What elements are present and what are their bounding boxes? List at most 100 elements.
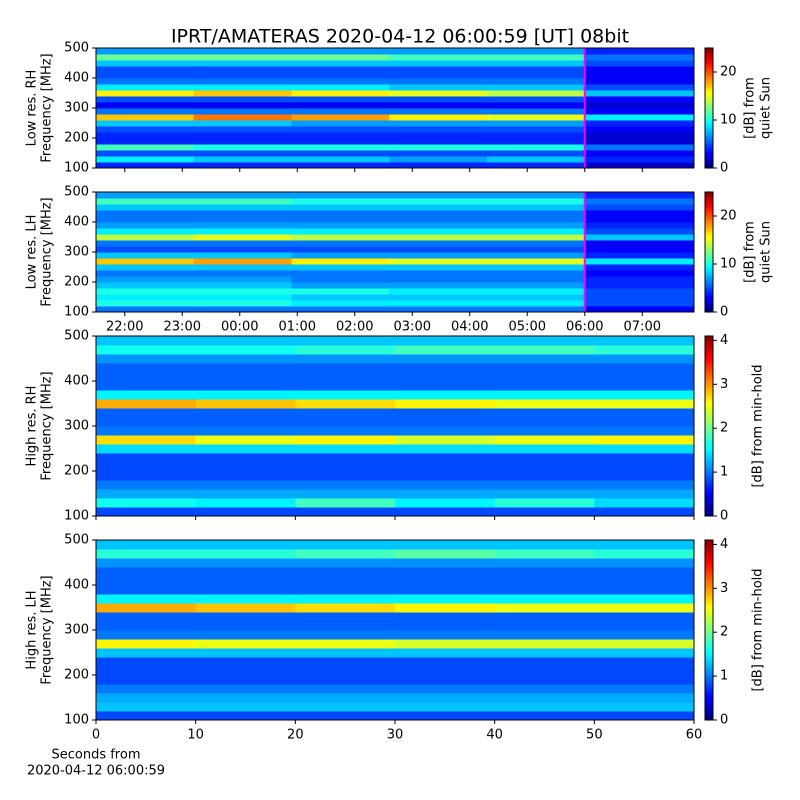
y-tick-label: 100 <box>64 713 89 728</box>
heatmap-cell <box>395 435 496 445</box>
heatmap-cell <box>291 156 390 163</box>
heatmap-cell <box>395 693 496 703</box>
heatmap-cell <box>291 204 390 211</box>
heatmap-cell <box>494 399 595 409</box>
heatmap-cell <box>96 462 197 472</box>
y-tick-label: 300 <box>64 623 89 638</box>
heatmap-cell <box>291 54 390 61</box>
heatmap-cell <box>295 498 396 508</box>
heatmap-cell <box>494 612 595 622</box>
y-tick-label: 200 <box>64 668 89 683</box>
colorbar-tick-label: 10 <box>720 113 737 128</box>
colorbar-tick-label: 0 <box>720 161 728 176</box>
heatmap-cell <box>291 258 390 265</box>
heatmap-cell <box>494 585 595 595</box>
heatmap-cell <box>487 84 586 91</box>
colorbar-tick-label: 0 <box>720 713 728 728</box>
heatmap-cell <box>395 390 496 400</box>
heatmap-cell <box>389 150 488 157</box>
heatmap-cell <box>96 666 197 676</box>
heatmap-cell <box>494 345 595 355</box>
heatmap-cell <box>96 408 197 418</box>
heatmap-cell <box>96 120 195 127</box>
heatmap-cell <box>594 507 695 517</box>
heatmap-cell <box>96 288 195 295</box>
heatmap-cell <box>395 399 496 409</box>
y-axis-label: Low res. RH <box>25 70 40 147</box>
heatmap-cell <box>594 612 695 622</box>
heatmap-cell <box>291 300 390 307</box>
heatmap-cell <box>395 666 496 676</box>
heatmap-cell <box>96 60 195 67</box>
heatmap-cell <box>594 372 695 382</box>
y-tick-label: 100 <box>64 305 89 320</box>
y-tick-label: 300 <box>64 419 89 434</box>
heatmap-cell <box>295 693 396 703</box>
heatmap-cell <box>389 294 488 301</box>
heatmap-cell <box>96 453 197 463</box>
heatmap-cell <box>96 84 195 91</box>
heatmap-cell <box>594 594 695 604</box>
y-tick-label: 200 <box>64 275 89 290</box>
heatmap-cell <box>594 567 695 577</box>
heatmap-cell <box>487 132 586 139</box>
x-tick-label: 0 <box>92 728 100 743</box>
heatmap-cell <box>195 435 296 445</box>
heatmap-cell <box>195 648 296 658</box>
y-axis-label: High res. LH <box>25 590 40 669</box>
heatmap-cell <box>96 138 195 145</box>
y-tick-label: 100 <box>64 509 89 524</box>
heatmap-cell <box>389 306 488 313</box>
heatmap-cell <box>195 408 296 418</box>
heatmap-cell <box>96 648 197 658</box>
heatmap-cell <box>389 60 488 67</box>
heatmap-cell <box>594 480 695 490</box>
heatmap-cell <box>395 336 496 346</box>
heatmap-cell <box>96 426 197 436</box>
heatmap-cell <box>96 372 197 382</box>
heatmap-cell <box>494 462 595 472</box>
heatmap-cell <box>195 549 296 559</box>
heatmap-cell <box>195 711 296 721</box>
heatmap-cell <box>96 66 195 73</box>
heatmap-cell <box>494 702 595 712</box>
heatmap-cell <box>494 417 595 427</box>
heatmap-cell <box>494 594 595 604</box>
heatmap-cell <box>389 48 488 55</box>
heatmap-cell <box>584 192 695 199</box>
heatmap-cell <box>487 294 586 301</box>
heatmap-cell <box>487 150 586 157</box>
heatmap-cell <box>96 264 195 271</box>
y-tick-label: 300 <box>64 245 89 260</box>
heatmap-cell <box>389 120 488 127</box>
heatmap-cell <box>295 426 396 436</box>
heatmap-cell <box>193 132 292 139</box>
heatmap-cell <box>494 711 595 721</box>
heatmap-cell <box>389 282 488 289</box>
heatmap-cell <box>487 222 586 229</box>
heatmap-cell <box>193 192 292 199</box>
heatmap-cell <box>295 480 396 490</box>
colorbar-tick-label: 20 <box>720 65 737 80</box>
heatmap-cell <box>487 96 586 103</box>
x-tick-label: 06:00 <box>566 320 603 335</box>
heatmap-cell <box>395 639 496 649</box>
heatmap-cell <box>96 489 197 499</box>
heatmap-cell <box>494 498 595 508</box>
heatmap-cell <box>487 252 586 259</box>
heatmap-cell <box>389 222 488 229</box>
heatmap-cell <box>395 549 496 559</box>
heatmap-cell <box>487 156 586 163</box>
colorbar <box>704 335 714 517</box>
x-tick-label: 00:00 <box>221 320 258 335</box>
heatmap-cell <box>389 264 488 271</box>
heatmap-cell <box>295 408 396 418</box>
heatmap-cell <box>193 306 292 313</box>
heatmap-cell <box>193 72 292 79</box>
heatmap-cell <box>193 264 292 271</box>
heatmap-cell <box>193 228 292 235</box>
heatmap-cell <box>584 90 695 97</box>
heatmap-cell <box>395 426 496 436</box>
colorbar <box>704 191 714 313</box>
